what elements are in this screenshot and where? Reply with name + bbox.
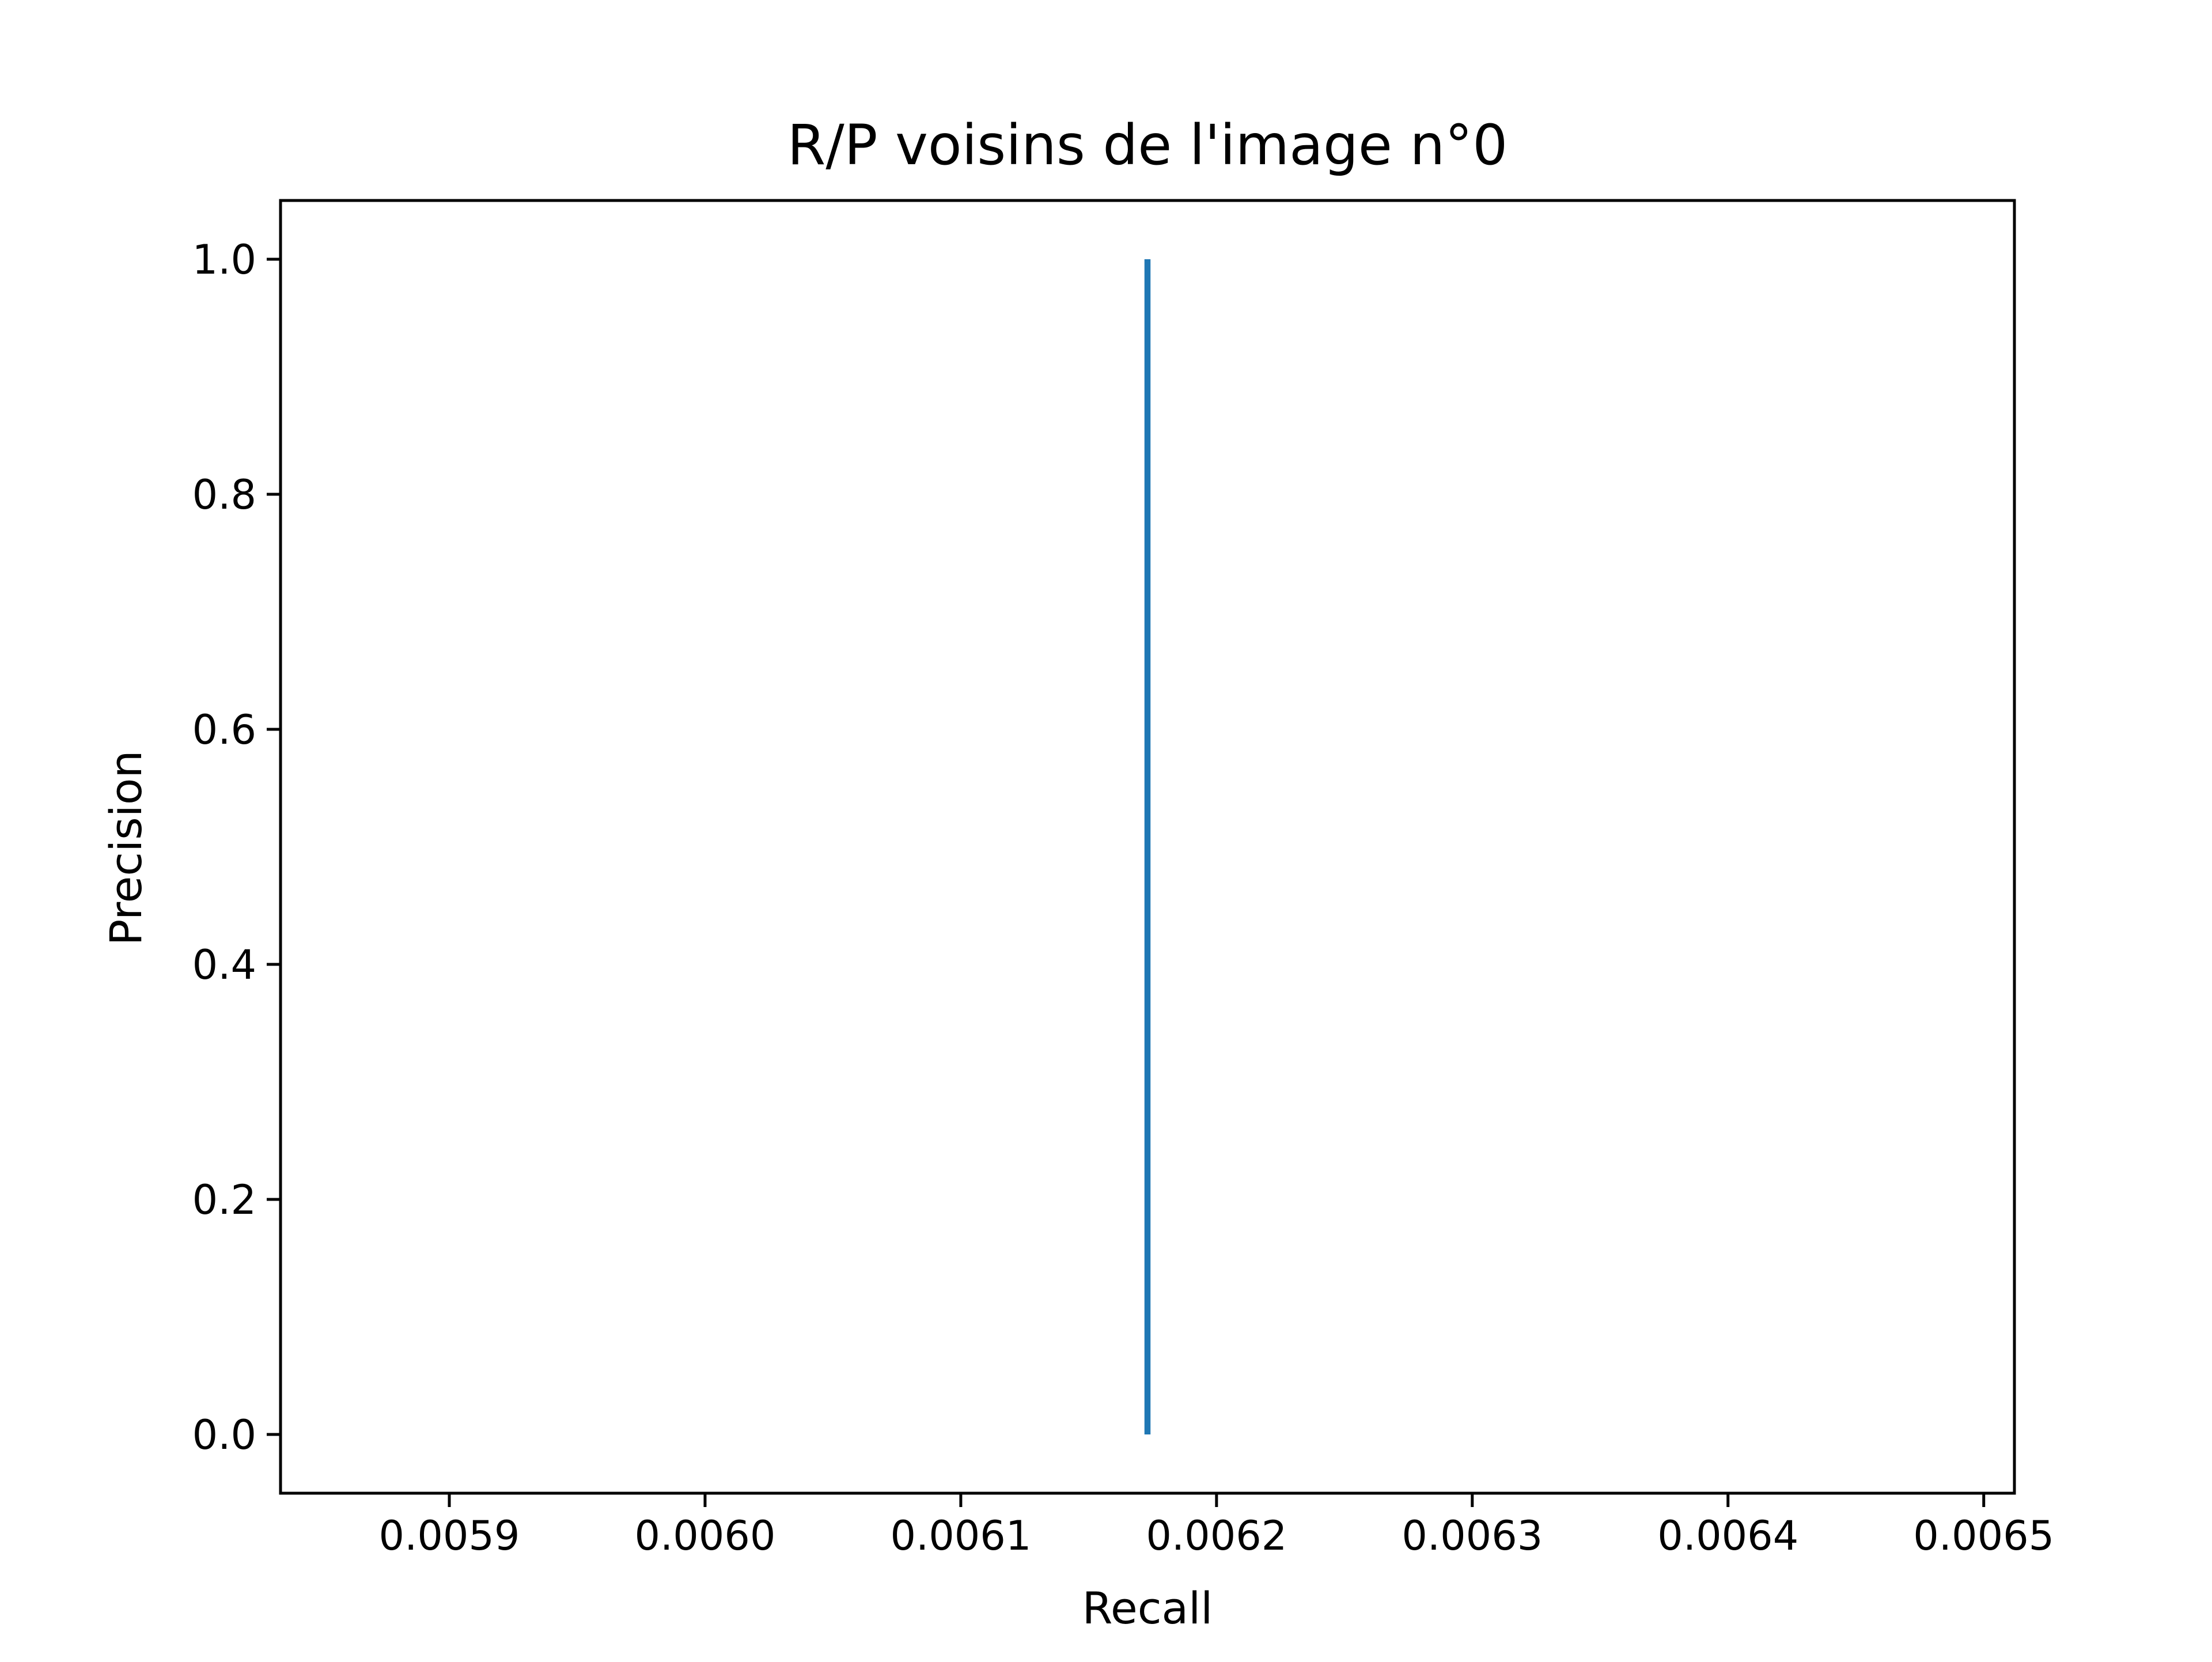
y-tick-label: 0.6 [192,706,256,754]
axes-frame [279,199,2016,1495]
chart-title: R/P voisins de l'image n°0 [787,113,1508,177]
x-axis-label: Recall [1082,1583,1213,1634]
x-tick-label: 0.0062 [1146,1512,1287,1559]
y-tick-label: 1.0 [192,236,256,283]
y-tick-label: 0.4 [192,941,256,989]
x-tick-label: 0.0063 [1402,1512,1543,1559]
y-tick-label: 0.8 [192,471,256,518]
x-tick-label: 0.0060 [634,1512,775,1559]
plot-area: 0.0059 0.0060 0.0061 0.0062 0.0063 0.0064 0.00… [192,199,2054,1559]
x-tick-label: 0.0065 [1913,1512,2054,1559]
y-tick-label: 0.2 [192,1176,256,1224]
y-axis-label: Precision [100,750,151,945]
x-tick-label: 0.0059 [379,1512,520,1559]
x-tick-label: 0.0064 [1657,1512,1798,1559]
x-tick-label: 0.0061 [890,1512,1031,1559]
y-tick-label: 0.0 [192,1411,256,1459]
